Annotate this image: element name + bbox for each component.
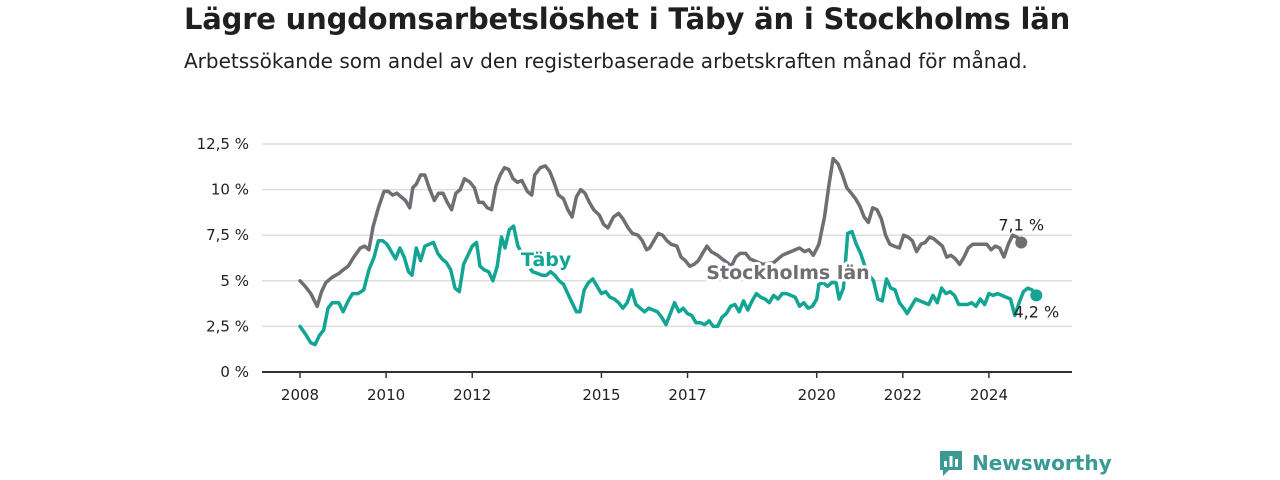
newsworthy-logo-icon (940, 451, 962, 476)
y-tick-label: 7,5 % (206, 226, 249, 244)
series-lines (298, 156, 1043, 347)
x-tick-label: 2024 (970, 386, 1008, 404)
series-line-taby (298, 224, 1039, 347)
end-point-taby (1030, 289, 1043, 302)
series-name-stockholms-lan: Stockholms län (706, 262, 869, 284)
x-tick-label: 2017 (668, 386, 706, 404)
y-tick-label: 0 % (220, 363, 249, 381)
y-tick-label: 12,5 % (197, 135, 249, 153)
x-tick-label: 2008 (281, 386, 319, 404)
x-tick-label: 2010 (367, 386, 405, 404)
end-value-label-stockholms-lan: 7,1 % (998, 215, 1044, 234)
newsworthy-brand: Newsworthy (938, 449, 1112, 477)
x-tick-label: 2020 (798, 386, 836, 404)
y-tick-label: 5 % (220, 272, 249, 290)
y-tick-label: 10 % (211, 181, 249, 199)
y-tick-label: 2,5 % (206, 317, 249, 335)
end-point-stockholms-lan (1015, 236, 1028, 249)
axes: 0 % 2,5 % 5 % 7,5 % 10 % 12,5 % 2008 2010 2012 20… (197, 135, 1072, 404)
chart-subtitle: Arbetssökande som andel av den registerb… (184, 49, 1028, 73)
series-name-taby: Täby (521, 249, 572, 271)
chart-title: Lägre ungdomsarbetslöshet i Täby än i St… (184, 2, 1071, 36)
x-tick-label: 2012 (453, 386, 491, 404)
series-labels: 7,1 % 4,2 % Stockholms län Täby (518, 215, 1059, 321)
series-line-stockholms-lan (298, 156, 1023, 309)
brand-name: Newsworthy (972, 451, 1112, 475)
gridlines (262, 143, 1072, 328)
x-tick-label: 2022 (884, 386, 922, 404)
line-chart: 0 % 2,5 % 5 % 7,5 % 10 % 12,5 % 2008 2010 2012 20… (197, 135, 1072, 404)
x-tick-label: 2015 (582, 386, 620, 404)
end-value-label-taby: 4,2 % (1013, 302, 1059, 321)
